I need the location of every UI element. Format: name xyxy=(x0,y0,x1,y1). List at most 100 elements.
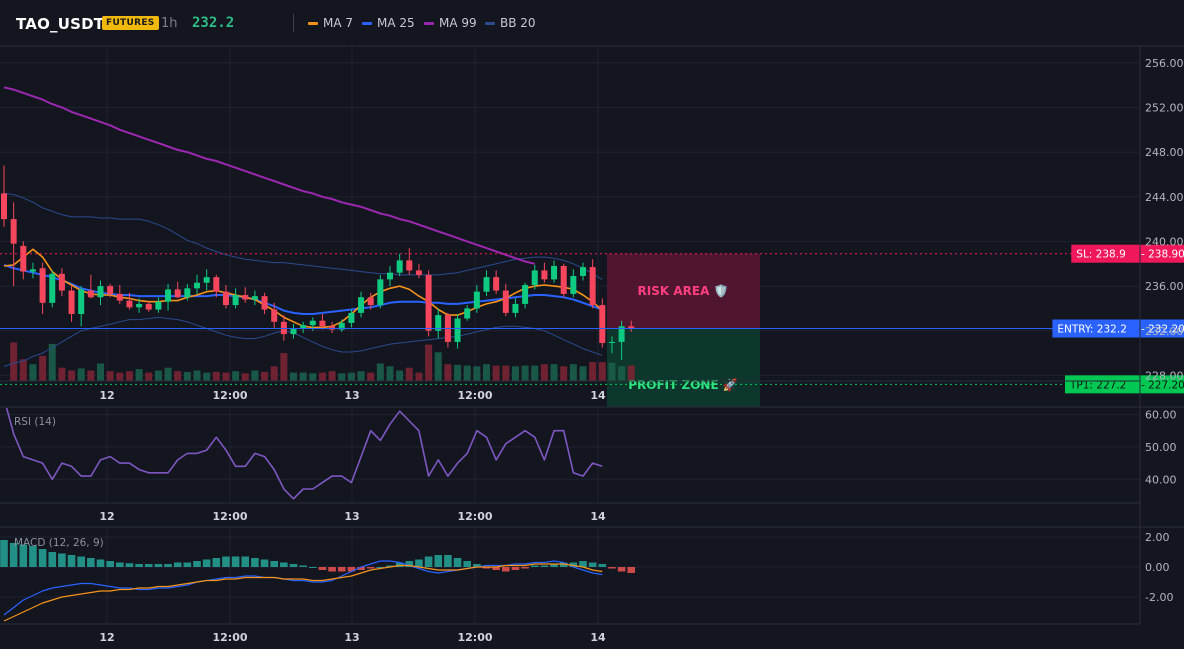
volume-bar xyxy=(183,371,191,381)
rsi-time-label: 12:00 xyxy=(212,510,247,523)
volume-bar xyxy=(463,365,471,381)
candle-body xyxy=(454,318,461,342)
chart-header: TAO_USDT FUTURES 1h 232.2 MA 7 MA 25 MA … xyxy=(0,0,1184,46)
volume-bar xyxy=(48,343,56,381)
stop-loss-tag-label: SL: 238.9 xyxy=(1076,249,1125,261)
candle-body xyxy=(628,326,635,329)
volume-bar xyxy=(405,367,413,381)
candle-body xyxy=(551,265,558,280)
volume-bar xyxy=(434,352,442,381)
candle-body xyxy=(261,296,268,310)
candle-body xyxy=(608,341,615,344)
volume-bar xyxy=(154,370,162,381)
rsi-axis-label: 60.00 xyxy=(1145,408,1177,421)
macd-histogram-bar xyxy=(337,567,346,572)
candle-body xyxy=(309,320,316,326)
ma25-swatch xyxy=(362,21,372,25)
volume-bar xyxy=(569,364,577,381)
volume-bar xyxy=(376,363,384,381)
macd-time-label: 12 xyxy=(99,631,114,644)
volume-bar xyxy=(241,373,249,381)
axes xyxy=(0,45,1184,625)
rsi-line xyxy=(5,408,603,500)
macd-histogram-bar xyxy=(164,564,172,567)
volume-bar xyxy=(521,365,529,381)
volume-bar xyxy=(560,366,568,381)
volume-bar xyxy=(492,365,500,381)
rsi-time-label: 12:00 xyxy=(457,510,492,523)
legend-ma25[interactable]: MA 25 xyxy=(362,16,415,30)
candle-body xyxy=(531,270,538,285)
macd-histogram-bar xyxy=(453,558,462,567)
symbol-name[interactable]: TAO_USDT xyxy=(16,15,105,33)
candle-body xyxy=(232,295,239,306)
candle-body xyxy=(213,277,220,292)
volume-bar xyxy=(318,372,326,381)
macd-histogram-bar xyxy=(617,567,626,572)
volume-bar xyxy=(627,365,635,381)
macd-histogram-bar xyxy=(405,561,414,567)
bb-lower-line xyxy=(3,316,603,367)
stop-loss-tag xyxy=(1071,244,1138,263)
macd-histogram-bar xyxy=(434,555,443,567)
volume-bar xyxy=(135,369,143,381)
grid-lines xyxy=(0,46,1140,624)
price-time-label: 12:00 xyxy=(457,389,492,402)
candle-body xyxy=(329,326,336,330)
candle-body xyxy=(338,322,345,330)
candle-body xyxy=(512,303,519,313)
signal-line xyxy=(3,563,603,622)
volume-bar xyxy=(328,371,336,381)
volume-bar xyxy=(280,353,288,381)
ma7-swatch xyxy=(308,21,318,25)
volume-bar xyxy=(540,364,548,381)
macd-histogram-bar xyxy=(415,559,423,567)
legend-ma7[interactable]: MA 7 xyxy=(308,16,353,30)
candle-body xyxy=(203,277,210,283)
volume-bar xyxy=(367,372,375,381)
candle-body xyxy=(483,277,490,292)
macd-histogram-bar xyxy=(309,567,317,568)
volume-bar xyxy=(454,364,462,381)
entry-value: - 232.20 xyxy=(1141,324,1184,336)
volume-bar xyxy=(222,372,230,381)
candle-body xyxy=(78,289,85,314)
candle-body xyxy=(300,325,307,329)
take-profit-value: - 227.20 xyxy=(1141,379,1184,391)
macd-histogram-bar xyxy=(521,567,529,569)
macd-histogram-bar xyxy=(347,567,356,572)
candle-body xyxy=(580,267,586,277)
macd-histogram-bar xyxy=(183,562,192,567)
bb-swatch xyxy=(485,21,495,25)
candle-body xyxy=(145,303,152,310)
bb-upper-line xyxy=(3,192,603,280)
volume-bar xyxy=(10,342,18,381)
macd-histogram-bar xyxy=(627,567,636,573)
header-divider xyxy=(293,14,294,32)
take-profit-tag xyxy=(1065,375,1138,394)
macd-histogram-bar xyxy=(135,564,143,567)
macd-histogram-bar xyxy=(444,555,452,567)
legend-bb20[interactable]: BB 20 xyxy=(485,16,536,30)
macd-histogram-bar xyxy=(251,558,259,567)
volume-bar xyxy=(425,344,433,381)
rsi-time-label: 12 xyxy=(99,510,114,523)
candle-body xyxy=(387,272,393,280)
macd-histogram-bar xyxy=(96,559,105,567)
timeframe-label[interactable]: 1h xyxy=(161,16,178,31)
volume-bar xyxy=(598,362,606,381)
candle-body xyxy=(280,321,287,335)
macd-time-label: 12:00 xyxy=(212,631,247,644)
rsi-time-label: 13 xyxy=(344,510,359,523)
legend-ma99-label: MA 99 xyxy=(439,16,477,30)
candle-body xyxy=(58,273,65,291)
candle-body xyxy=(242,295,249,300)
price-time-label: 12:00 xyxy=(212,389,247,402)
price-axis-label: 244.00 xyxy=(1145,191,1184,204)
macd-histogram-bar xyxy=(463,561,471,567)
macd-histogram-bar xyxy=(473,564,481,567)
legend-ma99[interactable]: MA 99 xyxy=(424,16,477,30)
volume-bar xyxy=(618,366,626,381)
macd-histogram-bar xyxy=(202,559,211,567)
